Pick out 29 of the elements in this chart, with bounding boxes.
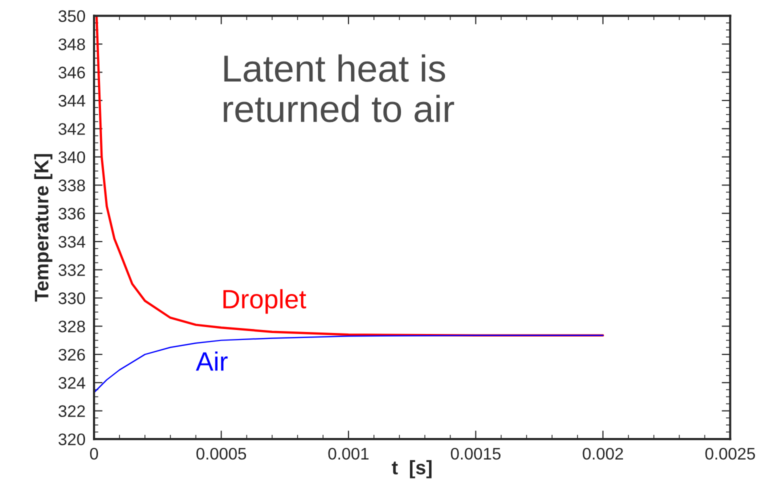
- y-tick-label: 344: [58, 94, 86, 107]
- x-axis-title: t [s]: [392, 460, 432, 478]
- line-series: [95, 16, 604, 336]
- y-tick-label: 336: [58, 208, 85, 220]
- y-tick-label: 324: [58, 377, 86, 389]
- y-tick-label: 328: [58, 320, 85, 332]
- y-tick-label: 326: [58, 348, 85, 361]
- y-tick-label: 342: [58, 123, 85, 135]
- y-tick-label: 338: [58, 180, 85, 192]
- y-tick-label: 346: [58, 66, 85, 78]
- x-tick-label: 0.001: [328, 448, 369, 460]
- series-label: Air: [196, 351, 228, 371]
- x-tick-label: 0: [90, 448, 98, 460]
- y-tick-label: 332: [58, 264, 85, 276]
- y-tick-label: 322: [58, 405, 85, 418]
- line-series: [94, 334, 604, 394]
- series-label: Droplet: [223, 289, 306, 314]
- x-tick-label: 0.0015: [450, 448, 501, 460]
- annotation: Latent heat is returned to air: [224, 54, 454, 122]
- y-tick-label: 334: [58, 236, 86, 248]
- x-tick-label: 0.0005: [196, 448, 246, 460]
- x-tick-label: 0.0025: [705, 448, 755, 460]
- y-axis-title: Temperature [K]: [34, 154, 52, 302]
- y-tick-label: 340: [58, 151, 86, 164]
- y-tick-label: 320: [58, 433, 86, 446]
- y-tick-label: 350: [58, 10, 86, 22]
- y-tick-label: 330: [58, 292, 86, 304]
- y-tick-label: 348: [58, 38, 85, 50]
- x-tick-label: 0.002: [582, 448, 623, 460]
